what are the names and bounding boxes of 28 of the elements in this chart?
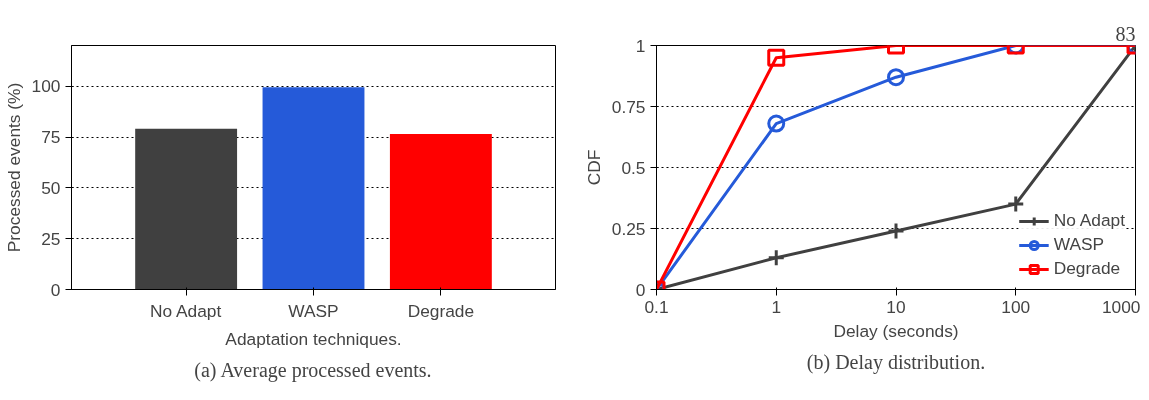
y-tick-label: 0 [635, 279, 646, 300]
y-tick-label: 0.25 [611, 218, 646, 239]
y-tick-label: 0.5 [621, 157, 646, 178]
text: (b) Delay distribution. [806, 350, 986, 374]
y-tick-label: 0 [50, 279, 61, 300]
y-axis-title: Processed events (%) [3, 82, 24, 253]
x-tick-label: 1000 [1101, 296, 1141, 317]
x-tick-label: No Adapt [150, 300, 222, 321]
y-tick-label: 25 [41, 228, 61, 249]
x-tick-label: WASP [288, 300, 339, 321]
text: 83 [1115, 22, 1136, 45]
x-axis-title: Delay (seconds) [833, 320, 959, 341]
y-tick-label: 100 [31, 76, 61, 97]
legend-label: No Adapt [1053, 210, 1125, 231]
x-tick-label: Degrade [407, 300, 475, 321]
x-axis-title: Adaptation techniques. [225, 328, 402, 349]
x-tick-label: 1 [771, 296, 782, 317]
legend-label: Degrade [1053, 258, 1121, 279]
legend-label: WASP [1053, 234, 1105, 255]
y-tick-label: 1 [635, 35, 646, 56]
y-tick-label: 0.75 [611, 96, 646, 117]
x-tick-label: 100 [1001, 296, 1031, 317]
x-tick-label: 10 [886, 296, 906, 317]
x-tick-label: 0.1 [644, 296, 669, 317]
y-tick-label: 50 [41, 177, 61, 198]
text: (a) Average processed events. [194, 358, 432, 382]
y-tick-label: 75 [41, 127, 61, 147]
y-axis-title: CDF [583, 149, 604, 186]
